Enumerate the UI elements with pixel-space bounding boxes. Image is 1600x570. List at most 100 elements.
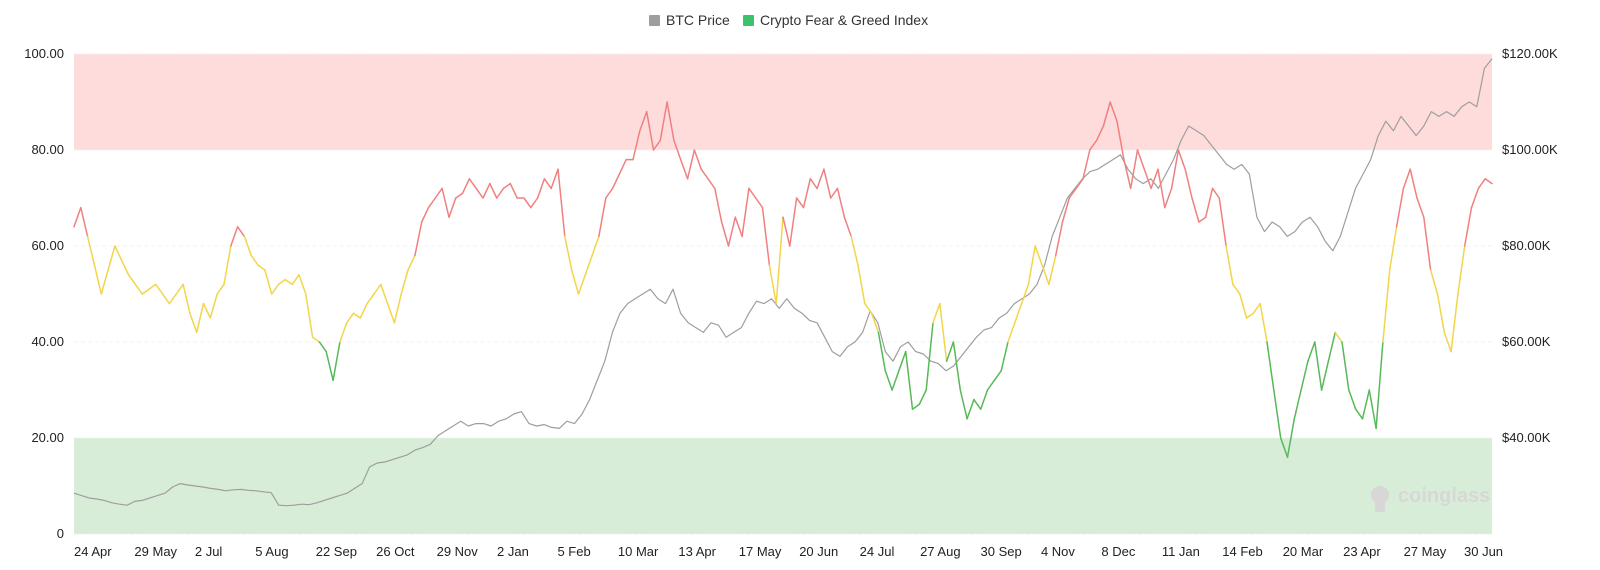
x-axis-tick: 20 Jun [799, 544, 838, 559]
fgi-segment [768, 264, 777, 305]
fgi-segment [734, 216, 743, 238]
legend[interactable]: BTC Price Crypto Fear & Greed Index [649, 12, 928, 28]
fgi-segment [1239, 293, 1248, 319]
fgi-segment [570, 269, 580, 295]
fgi-segment [1327, 331, 1336, 362]
left-axis-tick: 60.00 [31, 238, 64, 253]
fgi-segment [305, 293, 314, 338]
fgi-segment [482, 182, 491, 199]
x-axis-tick: 10 Mar [618, 544, 659, 559]
fgi-segment [1136, 149, 1146, 170]
x-axis-tick: 5 Aug [255, 544, 288, 559]
fgi-segment [714, 187, 723, 223]
fgi-segment [1048, 254, 1057, 286]
fgi-segment [652, 139, 662, 151]
fgi-segment [761, 206, 771, 266]
fgi-segment [864, 302, 873, 314]
left-axis-tick: 20.00 [31, 430, 64, 445]
left-axis-tick: 40.00 [31, 334, 64, 349]
fgi-segment [127, 274, 137, 286]
fgi-segment [345, 312, 355, 324]
fgi-segment [952, 341, 962, 391]
fgi-segment [86, 235, 96, 266]
fgi-segment [829, 187, 839, 199]
fgi-segment [775, 216, 784, 305]
watermark: coinglass [1371, 485, 1490, 512]
fgi-segment [1314, 341, 1323, 391]
fgi-segment [1463, 206, 1473, 247]
fgi-segment [175, 283, 184, 295]
fgi-segment [236, 226, 246, 238]
fgi-segment [155, 283, 164, 295]
fgi-segment [1259, 302, 1268, 343]
fgi-segment [1320, 360, 1330, 391]
fgi-segment [1293, 389, 1302, 420]
fgi-segment [673, 139, 682, 161]
x-axis-tick: 27 Aug [920, 544, 961, 559]
fgi-segment [639, 110, 648, 132]
right-axis-tick: $100.00K [1502, 142, 1558, 157]
fgi-segment [523, 197, 532, 209]
legend-label-fgi[interactable]: Crypto Fear & Greed Index [760, 12, 928, 28]
fgi-segment [1266, 341, 1275, 391]
fgi-segment [925, 322, 934, 391]
fgi-segment [1007, 322, 1016, 343]
fgi-segment [1395, 187, 1405, 228]
fgi-segment [693, 149, 702, 170]
fgi-segment [284, 278, 293, 286]
fgi-segment [407, 254, 416, 271]
fear-zone [74, 438, 1492, 534]
fgi-segment [1232, 283, 1241, 295]
fgi-segment [100, 269, 109, 295]
fgi-segment [1014, 302, 1023, 324]
fgi-segment [564, 235, 573, 271]
fgi-segment [209, 293, 218, 319]
x-axis-tick: 22 Sep [316, 544, 357, 559]
fgi-segment [754, 197, 764, 209]
x-axis-tick: 11 Jan [1162, 544, 1200, 559]
fgi-segment [257, 264, 266, 271]
fgi-segment [114, 245, 123, 262]
fgi-segment [400, 269, 409, 295]
left-axis-tick: 100.00 [24, 46, 64, 61]
fgi-segment [1109, 101, 1118, 122]
fgi-segment [1075, 178, 1084, 190]
x-axis-tick: 17 May [739, 544, 782, 559]
fgi-segment [434, 187, 443, 199]
fgi-segment [843, 216, 852, 238]
fgi-segment [1348, 389, 1357, 410]
fgi-segment [1470, 187, 1480, 209]
fgi-segment [1082, 149, 1091, 180]
fgi-segment [605, 187, 614, 199]
fgi-segment [857, 264, 866, 305]
fgi-segment [598, 197, 607, 238]
fgi-segment [502, 182, 512, 190]
fgi-segment [1273, 389, 1282, 439]
fgi-segment [1334, 331, 1343, 343]
fgi-segment [1027, 245, 1036, 286]
fgi-segment [748, 187, 757, 199]
fgi-segment [1307, 341, 1316, 362]
legend-label-btc[interactable]: BTC Price [666, 12, 730, 28]
fgi-segment [1184, 168, 1193, 199]
fgi-segment [1095, 125, 1105, 142]
fgi-segment [1375, 341, 1384, 430]
right-axis-tick: $60.00K [1502, 334, 1551, 349]
fgi-segment [727, 216, 737, 247]
right-axis-tick: $40.00K [1502, 430, 1551, 445]
fgi-segment [836, 187, 846, 218]
fgi-segment [509, 182, 518, 199]
fgi-segment [1341, 341, 1350, 391]
x-axis-tick: 8 Dec [1101, 544, 1135, 559]
fgi-segment [298, 274, 307, 295]
fgi-segment [591, 235, 600, 257]
fgi-segment [1218, 197, 1227, 247]
fgi-segment [352, 312, 362, 319]
fgi-segment [1368, 389, 1377, 430]
fgi-segment [1436, 293, 1446, 334]
fgi-segment [414, 221, 423, 257]
fgi-segment [448, 197, 457, 218]
fgi-segment [216, 283, 225, 295]
fgi-segment [230, 226, 239, 247]
fgi-segment [918, 389, 927, 406]
